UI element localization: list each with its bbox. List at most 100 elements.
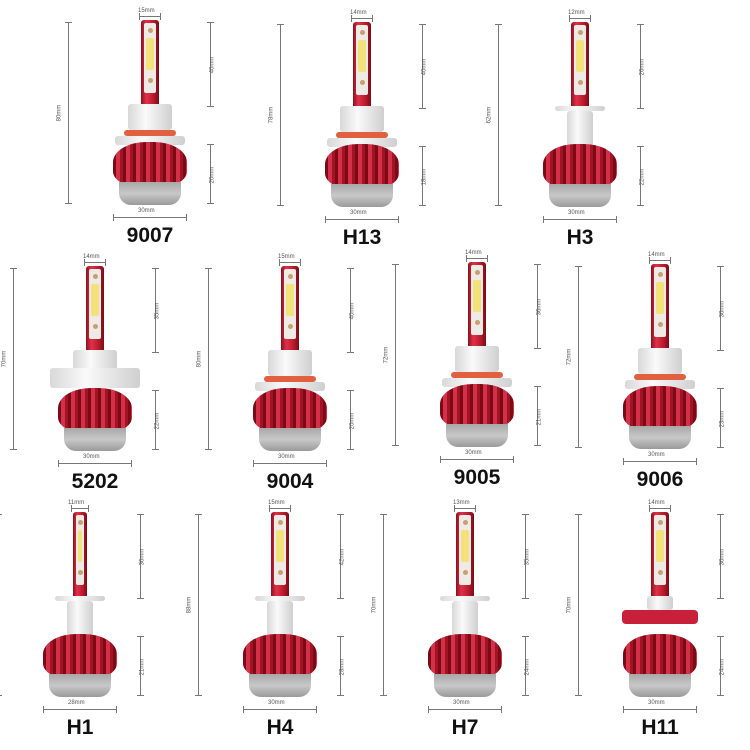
led-chip [656, 530, 664, 562]
base-width-label: 30mm [453, 700, 470, 706]
top-width-line [466, 255, 488, 262]
led-contact [474, 270, 480, 275]
base-width-line [623, 706, 697, 713]
top-width-label: 14mm [465, 250, 482, 256]
stem-height-line [337, 514, 344, 599]
led-chip [461, 530, 469, 562]
bulb-item: 11mm72mm36mm21mm28mmH1 [0, 500, 170, 750]
total-height-label: 70mm [1, 350, 8, 368]
total-height-line [575, 514, 582, 696]
top-width-label: 14mm [648, 252, 665, 258]
plastic-socket [455, 346, 499, 372]
heatsink-height-label: 20mm [209, 166, 216, 184]
base-cap [629, 426, 691, 449]
heatsink-height-label: 22mm [154, 412, 161, 430]
led-contact [359, 30, 365, 35]
total-height-label: 80mm [196, 350, 203, 368]
bulb-stem [456, 512, 474, 597]
top-width-line [139, 13, 161, 20]
top-width-label: 11mm [68, 500, 85, 506]
led-chip [358, 40, 366, 72]
top-width-line [649, 257, 671, 264]
metal-neck [267, 601, 293, 636]
stem-height-label: 42mm [339, 548, 346, 566]
stem-height-label: 36mm [536, 298, 543, 316]
total-height-line [277, 24, 284, 206]
model-label: H1 [66, 716, 94, 739]
stem-height-line [419, 24, 426, 109]
stem-height-line [637, 24, 644, 109]
heatsink [243, 634, 317, 679]
heatsink [623, 634, 697, 679]
base-width-label: 30mm [465, 450, 482, 456]
stem-height-label: 40mm [421, 58, 428, 76]
bulb-item: 13mm 70mm 35mm 24mm 30mm H7 [371, 500, 555, 750]
metal-collar [440, 596, 490, 601]
bulb-item: 14mm 78mm 40mm 18mm 30mm H13 [268, 10, 452, 262]
model-label: 9006 [636, 468, 684, 491]
plastic-collar [647, 596, 673, 610]
led-contact [657, 272, 663, 277]
bulb-stem [353, 22, 371, 107]
orange-oring [336, 132, 388, 138]
top-width-line [351, 15, 373, 22]
top-width-line [279, 259, 301, 266]
metal-neck [567, 111, 593, 146]
led-chip [78, 530, 82, 562]
model-label: H3 [566, 226, 594, 249]
bulb-stem [141, 20, 159, 105]
top-width-label: 14mm [648, 500, 665, 506]
base-width-line [440, 456, 514, 463]
heatsink-height-label: 21mm [536, 408, 543, 426]
heatsink [113, 142, 187, 187]
total-height-line [65, 22, 72, 204]
heatsink-height-label: 18mm [421, 168, 428, 186]
heatsink-height-line [152, 390, 159, 450]
plastic-flange [327, 138, 397, 147]
led-contact [577, 30, 583, 35]
stem-height-label: 35mm [154, 302, 161, 320]
stem-height-line [207, 22, 214, 107]
top-width-label: 15mm [268, 500, 285, 506]
stem-height-line [522, 514, 529, 599]
stem-height-line [534, 264, 541, 349]
plastic-socket [73, 350, 117, 370]
led-chip [276, 530, 284, 562]
bulb-item: 14mm 72mm 36mm 23mm 30mm 9006 [566, 252, 750, 504]
stem-height-line [152, 268, 159, 353]
led-contact [657, 322, 663, 327]
heatsink-height-label: 24mm [524, 658, 531, 676]
base-cap [446, 424, 508, 447]
model-label: 9005 [453, 466, 501, 489]
base-cap [64, 428, 126, 451]
led-chip [576, 40, 584, 72]
stem-height-line [717, 514, 724, 599]
total-height-line [10, 268, 17, 450]
total-height-line [495, 24, 502, 206]
bulb-item: 15mm 80mm 40mm 20mm 30mm 9007 [56, 8, 240, 260]
top-width-label: 12mm [568, 10, 585, 16]
base-width-label: 28mm [68, 700, 85, 706]
model-label: H13 [342, 226, 382, 249]
red-flange [622, 610, 698, 624]
top-width-label: 14mm [83, 254, 100, 260]
base-width-label: 30mm [83, 454, 100, 460]
heatsink-height-line [419, 146, 426, 206]
bulb-item: 15mm 88mm 42mm 28mm 30mm H4 [186, 500, 370, 750]
base-width-line [43, 706, 117, 713]
stem-height-label: 26mm [639, 58, 646, 76]
top-width-line [269, 505, 291, 512]
orange-oring [264, 376, 316, 382]
bulb-stem [86, 266, 104, 351]
led-contact [92, 324, 98, 329]
base-width-line [325, 216, 399, 223]
base-width-line [243, 706, 317, 713]
total-height-label: 70mm [371, 596, 378, 614]
total-height-label: 72mm [566, 348, 573, 366]
total-height-line [575, 266, 582, 448]
led-chip [146, 38, 154, 70]
bulb-stem [281, 266, 299, 351]
led-contact [359, 80, 365, 85]
led-contact [77, 570, 83, 575]
model-label: 9004 [266, 470, 314, 493]
